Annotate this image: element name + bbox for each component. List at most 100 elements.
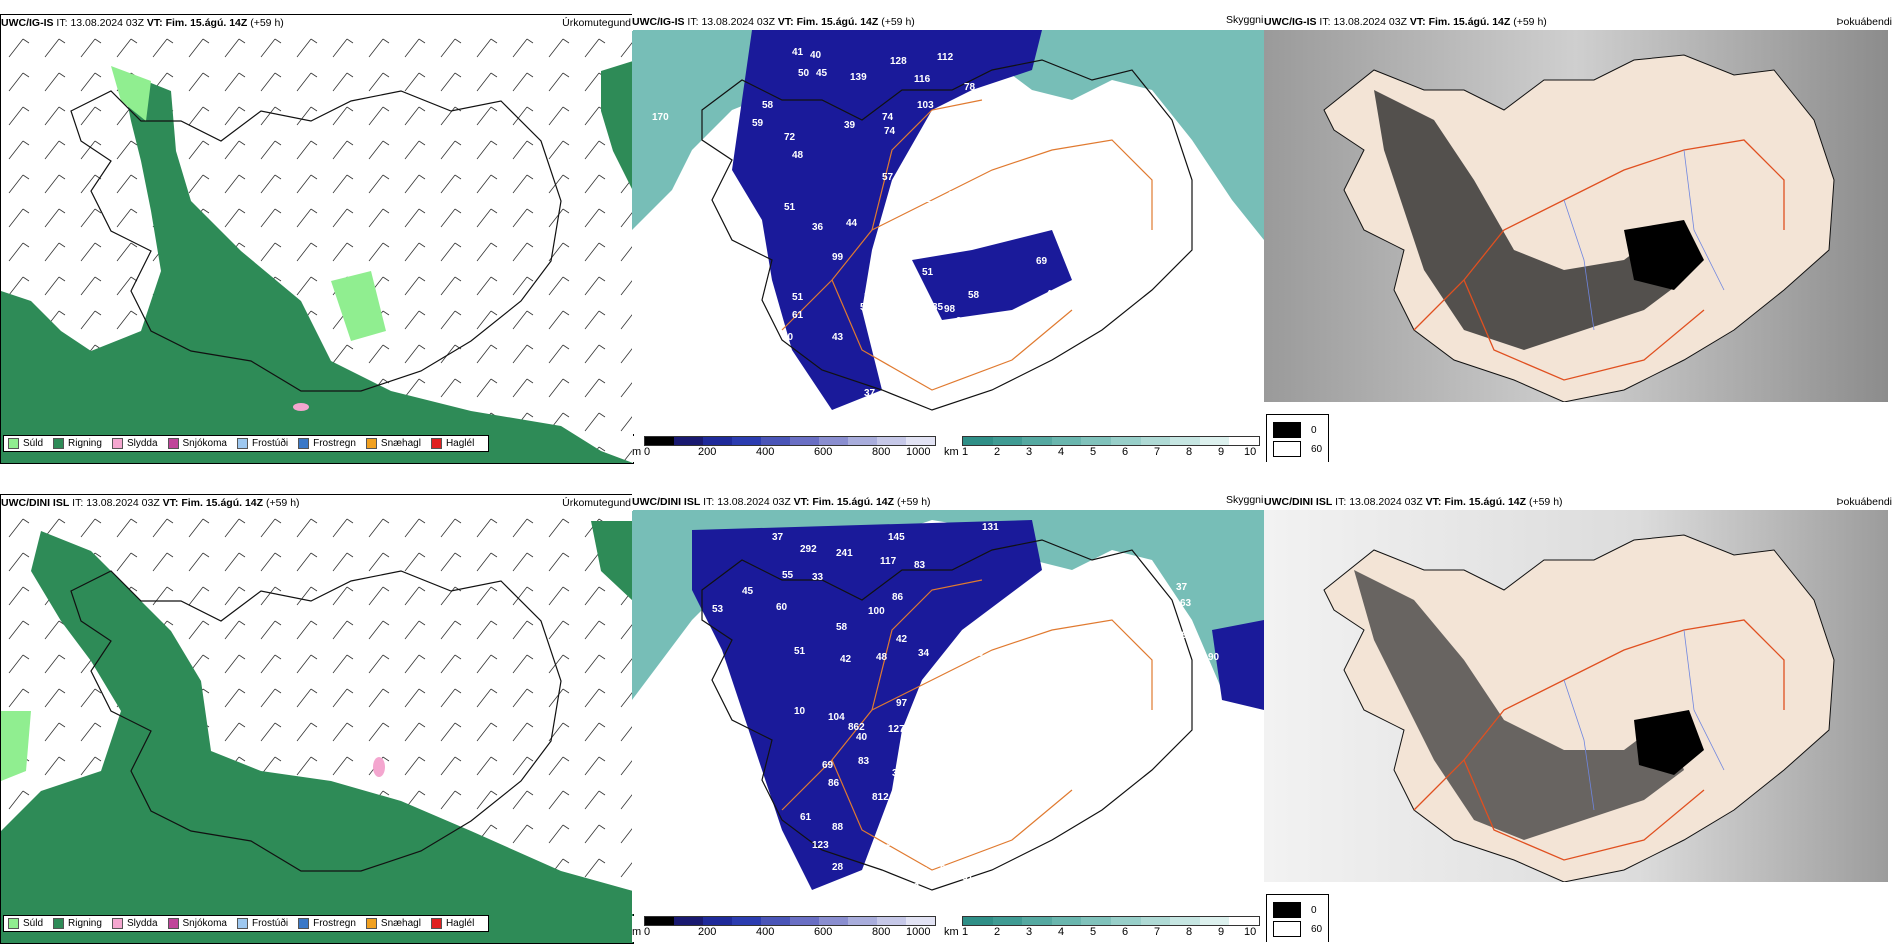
it-label: IT: (72, 497, 84, 509)
legend-item-rain: Rigning (53, 438, 102, 449)
ceiling-height-label: 28 (832, 862, 844, 873)
legend-label: Haglél (445, 438, 475, 449)
fog-legend-item: 0 (1273, 422, 1322, 438)
colorbar-tick: 8 (1186, 446, 1193, 458)
ceiling-height-label: 83 (940, 864, 952, 875)
lead-time: (+59 h) (265, 497, 300, 509)
ceiling-height-label: 62 (892, 194, 904, 205)
legend-swatch (53, 438, 65, 449)
panel-title: Þokuábendi (1836, 16, 1892, 28)
ceiling-height-label: 32 (892, 802, 904, 813)
ceiling-height-label: 142 (850, 900, 867, 911)
colorbar-unit: m (632, 926, 642, 938)
ceiling-height-label: 116 (914, 74, 931, 85)
vt-label: VT: (1425, 496, 1442, 508)
ceiling-height-label: 48 (876, 652, 888, 663)
it-label: IT: (1335, 496, 1347, 508)
legend-swatch (167, 918, 179, 929)
ceiling-height-label: 97 (896, 698, 908, 709)
it-value: 13.08.2024 03Z (717, 496, 791, 508)
colorbar-bin (1081, 917, 1111, 925)
colorbar-strip (962, 916, 1260, 926)
colorbar-unit: km (944, 926, 959, 938)
legend-item-sleet: Slydda (111, 438, 158, 449)
colorbar-tick: 9 (1218, 926, 1225, 938)
colorbar-bin (645, 437, 674, 445)
colorbar-bin (1081, 437, 1111, 445)
model-name: UWC/DINI ISL (632, 496, 701, 508)
colorbar-unit: m (632, 446, 642, 458)
colorbar-tick: 9 (1218, 446, 1225, 458)
vt-value: Fim. 15.ágú. 14Z (1428, 16, 1511, 28)
ceiling-height-label: 145 (888, 532, 905, 543)
legend-label: 0 (1311, 904, 1317, 916)
ceiling-height-label: 40 (810, 50, 822, 61)
fog-panel-row1: UWC/IG-IS IT: 13.08.2024 03Z VT: Fim. 15… (1264, 14, 1900, 462)
fog-map-svg (1264, 30, 1888, 402)
low-ceiling-field (732, 30, 1042, 410)
colorbar-tick: 800 (872, 446, 891, 458)
ceiling-height-label: 85 (916, 866, 928, 877)
precip-legend: Súld Rigning Slydda Snjókoma Frostúði Fr… (3, 435, 490, 452)
ceiling-height-label: 69 (822, 760, 834, 771)
ceiling-height-label: 74 (882, 112, 894, 123)
legend-swatch (167, 438, 179, 449)
colorbar-bin (1022, 917, 1052, 925)
colorbar-bin (963, 437, 993, 445)
ceiling-height-label: 86 (828, 778, 840, 789)
ceiling-height-label: 49 (940, 160, 952, 171)
colorbar-tick: 400 (756, 926, 775, 938)
panel-title: Úrkomutegund (562, 17, 631, 29)
vt-value: Fim. 15.ágú. 14Z (181, 497, 264, 509)
legend-label: Súld (23, 918, 44, 929)
ceiling-height-label: 22 (908, 882, 920, 893)
colorbar-bin (963, 917, 993, 925)
ceiling-height-label: 47 (956, 808, 968, 819)
ceiling-height-label: 63 (976, 108, 988, 119)
colorbar-bin (761, 917, 790, 925)
panel-header: UWC/DINI ISL IT: 13.08.2024 03Z VT: Fim.… (632, 494, 1264, 510)
panel-title: Þokuábendi (1836, 496, 1892, 508)
fog-dark-area (1374, 90, 1684, 350)
ceiling-height-label: 70 (980, 790, 992, 801)
ceiling-height-label: 38 (882, 268, 894, 279)
colorbar-bin (1229, 917, 1259, 925)
it-value: 13.08.2024 03Z (86, 497, 160, 509)
ceiling-height-label: 37 (1176, 582, 1188, 593)
vt-label: VT: (793, 496, 810, 508)
legend-swatch (236, 918, 248, 929)
legend-swatch (8, 438, 19, 449)
ceiling-height-label: 50 (976, 164, 988, 175)
legend-label: Frostúði (251, 918, 289, 929)
lead-time: (+59 h) (896, 496, 931, 508)
ceiling-labels: 37 292 241 145 131 55 33 117 83 45 53 60 100 86 58 42 48… (712, 522, 1220, 911)
ceiling-height-label: 34 (918, 648, 930, 659)
vt-label: VT: (1409, 16, 1426, 28)
ceiling-height-label: 39 (892, 768, 904, 779)
ceiling-height-label: 55 (782, 570, 794, 581)
ceiling-height-label: 98 (944, 304, 956, 315)
fog-legend-item: 60 (1273, 921, 1322, 937)
it-value: 13.08.2024 03Z (701, 16, 775, 28)
legend-item-drizzle: Súld (8, 918, 43, 929)
ceiling-height-label: 72 (784, 132, 796, 143)
ceiling-height-label: 139 (850, 72, 867, 83)
model-name: UWC/DINI ISL (1264, 496, 1333, 508)
ceiling-height-label: 47 (904, 162, 916, 173)
legend-item-sdld: Súld (8, 438, 43, 449)
rain-east (591, 521, 633, 601)
ceiling-height-label: 58 (968, 290, 980, 301)
river-network (1563, 629, 1725, 811)
precip-panel-row1: UWC/IG-IS IT: 13.08.2024 03Z VT: Fim. 15… (0, 14, 634, 464)
ceiling-height-label: 42 (1046, 289, 1058, 300)
legend-item-freezing-drizzle: Frostúði (236, 438, 288, 449)
colorbar-bin (761, 437, 790, 445)
ceiling-height-label: 51 (794, 646, 806, 657)
ceiling-height-label: 83 (858, 756, 870, 767)
colorbar-tick: 600 (814, 926, 833, 938)
iceland-outline (70, 570, 562, 872)
ceiling-height-label: 83 (914, 560, 926, 571)
ceiling-height-label: 169 (914, 229, 931, 240)
colorbar-bin (848, 917, 877, 925)
ceiling-height-label: 45 (742, 586, 754, 597)
